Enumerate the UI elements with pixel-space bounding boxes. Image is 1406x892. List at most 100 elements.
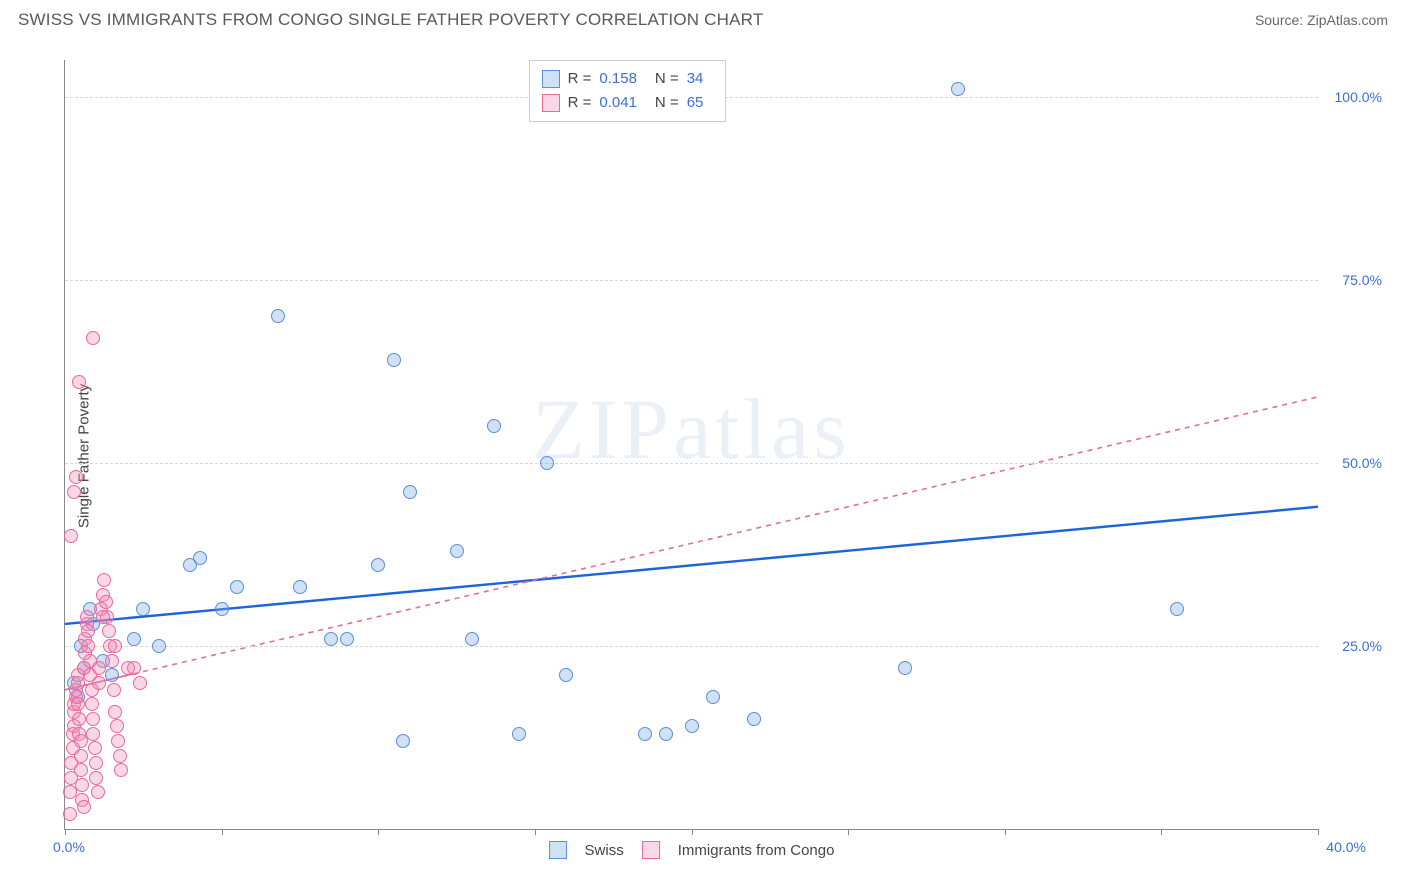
legend-n-label: N = xyxy=(655,91,679,115)
data-point xyxy=(133,676,147,690)
data-point xyxy=(152,639,166,653)
data-point xyxy=(293,580,307,594)
data-point xyxy=(324,632,338,646)
data-point xyxy=(340,632,354,646)
x-tick xyxy=(692,829,693,835)
data-point xyxy=(136,602,150,616)
x-tick xyxy=(1318,829,1319,835)
data-point xyxy=(85,697,99,711)
legend-r-label: R = xyxy=(568,91,592,115)
data-point xyxy=(193,551,207,565)
data-point xyxy=(97,573,111,587)
data-point xyxy=(71,697,85,711)
data-point xyxy=(89,771,103,785)
legend-swatch xyxy=(542,94,560,112)
data-point xyxy=(127,632,141,646)
data-point xyxy=(99,595,113,609)
data-point xyxy=(638,727,652,741)
chart-title: SWISS VS IMMIGRANTS FROM CONGO SINGLE FA… xyxy=(18,10,763,30)
data-point xyxy=(685,719,699,733)
data-point xyxy=(659,727,673,741)
data-point xyxy=(747,712,761,726)
data-point xyxy=(111,734,125,748)
x-tick-max: 40.0% xyxy=(1326,839,1366,855)
data-point xyxy=(77,800,91,814)
y-tick-label: 25.0% xyxy=(1324,638,1382,654)
y-tick-label: 100.0% xyxy=(1324,89,1382,105)
legend-row: R = 0.041 N = 65 xyxy=(542,91,714,115)
data-point xyxy=(706,690,720,704)
data-point xyxy=(96,610,110,624)
data-point xyxy=(512,727,526,741)
data-point xyxy=(64,529,78,543)
data-point xyxy=(86,727,100,741)
data-point xyxy=(81,639,95,653)
data-point xyxy=(107,683,121,697)
data-point xyxy=(80,610,94,624)
data-point xyxy=(540,456,554,470)
data-point xyxy=(465,632,479,646)
x-tick xyxy=(222,829,223,835)
data-point xyxy=(559,668,573,682)
data-point xyxy=(81,624,95,638)
x-tick xyxy=(848,829,849,835)
legend-series-label: Swiss xyxy=(585,842,624,859)
data-point xyxy=(113,749,127,763)
gridline-h xyxy=(65,280,1318,281)
data-point xyxy=(108,639,122,653)
data-point xyxy=(403,485,417,499)
data-point xyxy=(487,419,501,433)
data-point xyxy=(91,785,105,799)
data-point xyxy=(92,676,106,690)
x-tick xyxy=(535,829,536,835)
legend-series-label: Immigrants from Congo xyxy=(678,842,835,859)
x-tick xyxy=(1161,829,1162,835)
data-point xyxy=(1170,602,1184,616)
legend-r-label: R = xyxy=(568,67,592,91)
data-point xyxy=(450,544,464,558)
legend-correlation: R =0.158N =34R =0.041N =65 xyxy=(529,60,727,122)
data-point xyxy=(86,331,100,345)
trend-lines xyxy=(65,60,1318,829)
data-point xyxy=(108,705,122,719)
data-point xyxy=(271,309,285,323)
x-tick xyxy=(378,829,379,835)
data-point xyxy=(951,82,965,96)
legend-n-value: 65 xyxy=(687,91,704,115)
gridline-h xyxy=(65,646,1318,647)
data-point xyxy=(69,470,83,484)
legend-swatch xyxy=(642,841,660,859)
legend-r-value: 0.041 xyxy=(599,91,637,115)
y-tick-label: 50.0% xyxy=(1324,455,1382,471)
data-point xyxy=(396,734,410,748)
data-point xyxy=(387,353,401,367)
data-point xyxy=(88,741,102,755)
y-tick-label: 75.0% xyxy=(1324,272,1382,288)
data-point xyxy=(230,580,244,594)
data-point xyxy=(89,756,103,770)
data-point xyxy=(67,485,81,499)
source-label: Source: ZipAtlas.com xyxy=(1255,12,1388,28)
data-point xyxy=(72,712,86,726)
data-point xyxy=(86,712,100,726)
legend-swatch xyxy=(542,70,560,88)
legend-n-value: 34 xyxy=(687,67,704,91)
data-point xyxy=(110,719,124,733)
x-tick-min: 0.0% xyxy=(53,839,85,855)
data-point xyxy=(215,602,229,616)
plot-area: ZIPatlas R =0.158N =34R =0.041N =65 0.0%… xyxy=(64,60,1318,830)
data-point xyxy=(127,661,141,675)
x-tick xyxy=(65,829,66,835)
data-point xyxy=(74,763,88,777)
legend-n-label: N = xyxy=(655,67,679,91)
watermark: ZIPatlas xyxy=(532,379,851,479)
data-point xyxy=(63,807,77,821)
data-point xyxy=(898,661,912,675)
data-point xyxy=(105,654,119,668)
data-point xyxy=(74,749,88,763)
x-tick xyxy=(1005,829,1006,835)
legend-row: R =0.158N =34 xyxy=(542,67,714,91)
chart-container: Single Father Poverty ZIPatlas R =0.158N… xyxy=(18,42,1388,870)
data-point xyxy=(72,375,86,389)
gridline-h xyxy=(65,463,1318,464)
